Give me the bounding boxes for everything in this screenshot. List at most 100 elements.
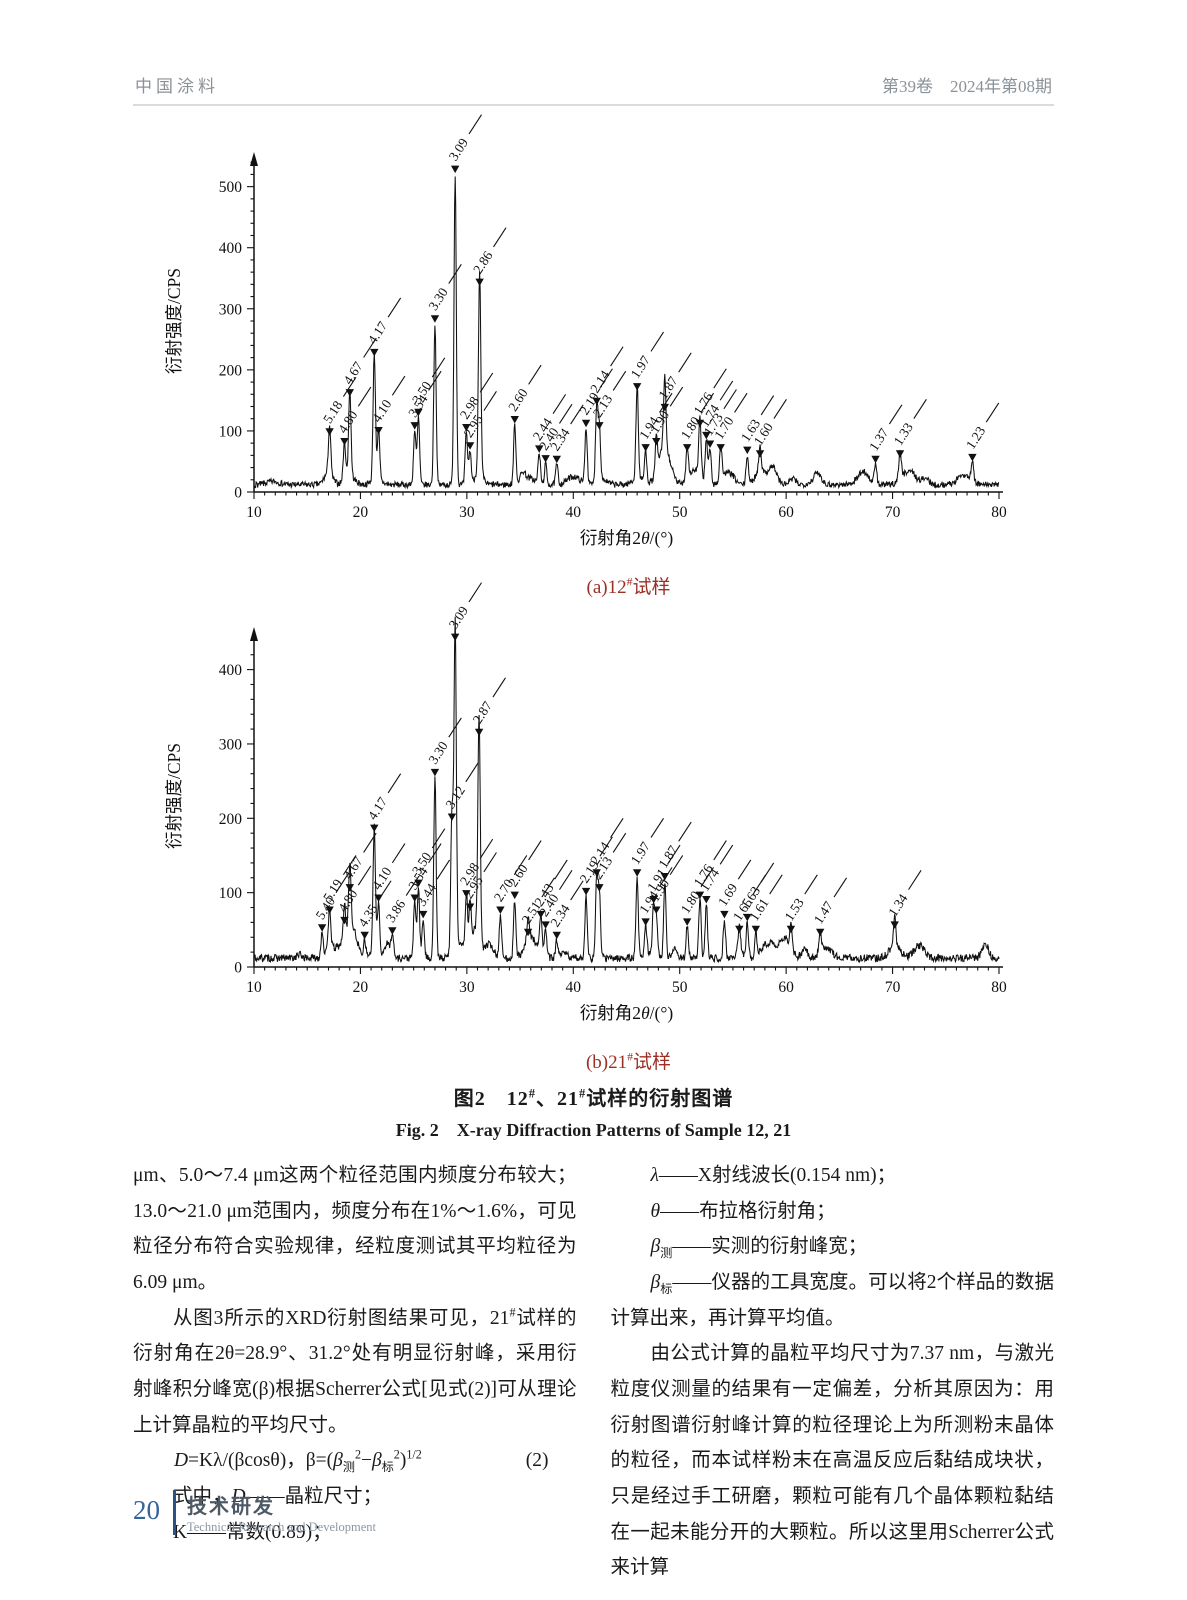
y-axis-title: 衍射强度/CPS xyxy=(164,268,184,374)
issue-info: 第39卷 2024年第08期 xyxy=(882,77,1052,96)
peak-marker xyxy=(410,894,419,903)
peak-marker xyxy=(742,913,751,922)
definition-line: β测——实测的衍射峰宽； xyxy=(650,1236,868,1261)
peak-marker xyxy=(734,925,744,934)
peak-label: 2.86 xyxy=(470,227,506,276)
peak-marker xyxy=(450,165,459,174)
svg-text:100: 100 xyxy=(218,885,242,902)
svg-text:70: 70 xyxy=(884,504,900,521)
peak-marker xyxy=(594,884,604,892)
peak-label: 4.17 xyxy=(364,297,401,347)
peak-marker xyxy=(339,916,349,925)
peak-marker xyxy=(695,419,704,428)
peak-marker xyxy=(552,931,561,940)
left-column: μm、5.0～7.4 μm这两个粒径范围内频度分布较大；13.0～21.0 μm… xyxy=(133,1158,577,1586)
peak-label: 1.47 xyxy=(810,877,847,927)
peak-marker xyxy=(715,444,725,452)
peak-marker xyxy=(592,397,601,406)
peak-marker xyxy=(345,884,354,892)
peak-label: 2.60 xyxy=(505,364,542,414)
peak-marker xyxy=(465,442,474,450)
svg-text:3.30: 3.30 xyxy=(425,739,451,767)
svg-text:10: 10 xyxy=(246,504,262,521)
peak-label: 3.30 xyxy=(425,264,462,313)
peak-label: 1.87 xyxy=(655,821,692,871)
peak-marker xyxy=(413,879,423,888)
svg-text:300: 300 xyxy=(218,301,242,318)
peak-marker xyxy=(474,728,483,737)
peak-label: 1.34 xyxy=(885,870,922,919)
page-footer: 20 技术研发 Technical Research and Developme… xyxy=(133,1490,376,1535)
peak-label: 1.33 xyxy=(890,398,927,448)
svg-text:60: 60 xyxy=(778,504,794,521)
peak-label: 3.30 xyxy=(425,717,462,767)
svg-text:1.33: 1.33 xyxy=(890,420,916,448)
diffraction-curve xyxy=(253,176,999,490)
peak-marker xyxy=(345,389,354,397)
figure-caption-en: Fig. 2 X-ray Diffraction Patterns of Sam… xyxy=(395,1120,792,1140)
y-axis-arrow xyxy=(249,152,258,166)
xrd-chart-b-svg: 10 20 30 40 50 60 70 80 0 100 200 300 400 衍射角2θ/(°) 衍射… xyxy=(164,582,1007,1023)
peak-marker xyxy=(895,450,904,458)
xrd-chart-b: 10 20 30 40 50 60 70 80 0 100 200 300 400 衍射角2θ/(°) 衍射… xyxy=(154,582,1034,1074)
peak-marker xyxy=(755,450,764,458)
equation-2: D=Kλ/(βcosθ)，β=(β测2−β标2)1/2 (2) xyxy=(133,1443,577,1479)
peak-marker xyxy=(369,348,378,357)
definition-line: λ——X射线波长(0.154 nm)； xyxy=(650,1165,897,1186)
peak-label: 4.17 xyxy=(364,773,401,822)
svg-text:1.37: 1.37 xyxy=(866,425,892,453)
peak-marker xyxy=(465,903,474,911)
peak-marker xyxy=(651,906,660,914)
peak-marker xyxy=(540,921,550,929)
svg-text:300: 300 xyxy=(218,736,242,753)
axes: 10 20 30 40 50 60 70 80 0 100 200 300 400 xyxy=(218,627,1007,996)
svg-text:1.97: 1.97 xyxy=(627,353,653,381)
svg-text:50: 50 xyxy=(671,979,687,996)
peak-label: 3.09 xyxy=(445,114,482,163)
peak-marker xyxy=(648,896,658,904)
peak-marker xyxy=(682,444,691,452)
svg-text:200: 200 xyxy=(218,362,242,379)
peak-label: 3.50 xyxy=(408,357,445,407)
svg-text:4.67: 4.67 xyxy=(340,359,366,387)
paragraph: μm、5.0～7.4 μm这两个粒径范围内频度分布较大；13.0～21.0 μm… xyxy=(133,1165,577,1294)
peak-marker xyxy=(430,315,439,323)
body-columns: μm、5.0～7.4 μm这两个粒径范围内频度分布较大；13.0～21.0 μm… xyxy=(133,1158,1054,1586)
journal-title: 中国涂料 xyxy=(135,77,219,96)
svg-text:70: 70 xyxy=(884,979,900,996)
peak-label: 2.87 xyxy=(469,677,506,727)
svg-text:80: 80 xyxy=(991,504,1007,521)
peak-marker xyxy=(339,438,349,446)
definition-line: 式中，D——晶粒尺寸； xyxy=(172,1486,383,1508)
peak-marker xyxy=(786,925,795,934)
svg-text:3.30: 3.30 xyxy=(425,285,451,313)
svg-text:1.53: 1.53 xyxy=(781,895,807,923)
peak-marker xyxy=(701,896,711,904)
svg-text:400: 400 xyxy=(218,240,242,257)
subcaption-b: (b)21#试样 xyxy=(585,1050,672,1073)
equation-body: D=Kλ/(βcosθ)，β=(β测2−β标2)1/2 xyxy=(173,1447,422,1475)
svg-text:100: 100 xyxy=(218,423,242,440)
peak-marker xyxy=(510,891,519,900)
peak-marker xyxy=(581,887,590,896)
peak-marker xyxy=(682,918,691,926)
svg-text:4.67: 4.67 xyxy=(340,854,366,882)
svg-text:3.09: 3.09 xyxy=(445,603,471,631)
svg-text:0: 0 xyxy=(234,485,242,502)
peak-marker xyxy=(742,446,751,455)
page-number: 20 xyxy=(133,1495,160,1525)
definition-line: β标——仪器的工具宽度。可以将2个样品的数据计算出来，再计算平均值。 xyxy=(610,1272,1055,1329)
peak-marker xyxy=(324,906,334,914)
peak-labels: 5.184.804.674.174.10 3.543.503.303.092.98… xyxy=(320,114,999,464)
peak-label: 2.14 xyxy=(587,346,624,396)
svg-text:2.86: 2.86 xyxy=(470,248,496,276)
peak-marker xyxy=(705,440,714,448)
svg-text:1.87: 1.87 xyxy=(655,843,681,871)
footer-section-cn: 技术研发 xyxy=(187,1496,275,1518)
peak-marker xyxy=(534,445,543,453)
peak-marker xyxy=(660,403,669,412)
peak-marker xyxy=(540,455,550,463)
axes: 10 20 30 40 50 60 70 80 0 100 200 300 400 500 xyxy=(218,152,1007,521)
peak-label: 3.50 xyxy=(408,828,445,877)
